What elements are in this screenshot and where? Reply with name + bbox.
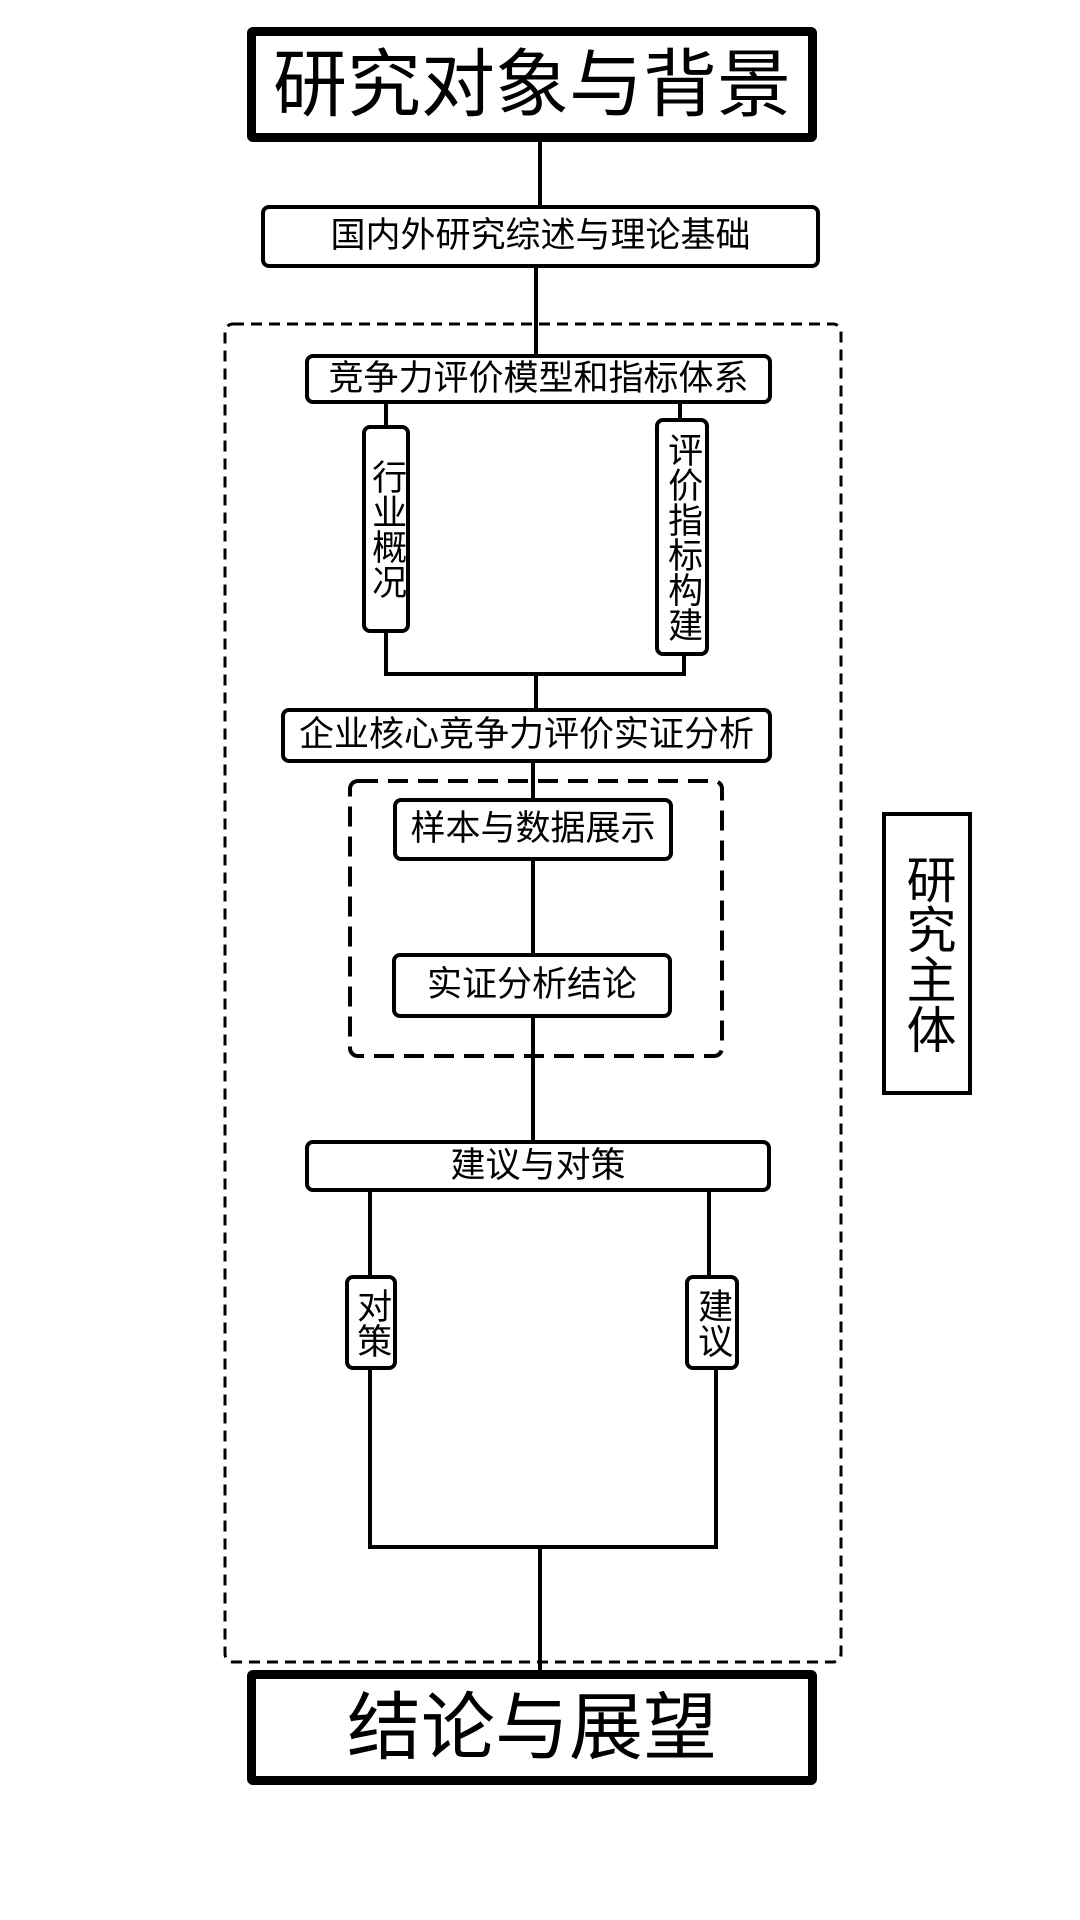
industry-overview-label: 行业概况 xyxy=(366,459,407,599)
conclusion-outlook-label: 结论与展望 xyxy=(347,1684,717,1771)
empirical-conclusion-box: 实证分析结论 xyxy=(392,953,672,1018)
research-object-background-box: 研究对象与背景 xyxy=(247,27,817,142)
sample-data-box: 样本与数据展示 xyxy=(393,798,673,861)
connector-join xyxy=(368,1368,718,1549)
research-main-body-label: 研究主体 xyxy=(898,853,957,1054)
connector-merge-to-empirical xyxy=(384,628,686,676)
conclusion-outlook-box: 结论与展望 xyxy=(247,1670,817,1785)
suggestions-measures-label: 建议与对策 xyxy=(450,1145,626,1186)
measures-box: 对策 xyxy=(345,1275,397,1370)
suggestions-label: 建议 xyxy=(692,1287,733,1358)
literature-review-box: 国内外研究综述与理论基础 xyxy=(261,205,820,268)
indicator-construction-label: 评价指标构建 xyxy=(662,432,703,642)
suggestions-measures-box: 建议与对策 xyxy=(305,1140,771,1192)
empirical-conclusion-label: 实证分析结论 xyxy=(426,965,637,1005)
evaluation-model-label: 竞争力评价模型和指标体系 xyxy=(328,358,749,399)
empirical-analysis-label: 企业核心竞争力评价实证分析 xyxy=(298,715,754,755)
industry-overview-box: 行业概况 xyxy=(362,425,410,633)
evaluation-model-box: 竞争力评价模型和指标体系 xyxy=(305,354,772,404)
sample-data-label: 样本与数据展示 xyxy=(410,809,656,849)
research-object-background-label: 研究对象与背景 xyxy=(273,41,791,128)
indicator-construction-box: 评价指标构建 xyxy=(655,418,709,656)
suggestions-box: 建议 xyxy=(685,1275,739,1370)
literature-review-label: 国内外研究综述与理论基础 xyxy=(330,216,751,256)
empirical-dashed-region xyxy=(348,779,724,1058)
research-main-body-box: 研究主体 xyxy=(882,812,972,1095)
empirical-analysis-box: 企业核心竞争力评价实证分析 xyxy=(281,708,772,763)
measures-label: 对策 xyxy=(351,1287,392,1358)
